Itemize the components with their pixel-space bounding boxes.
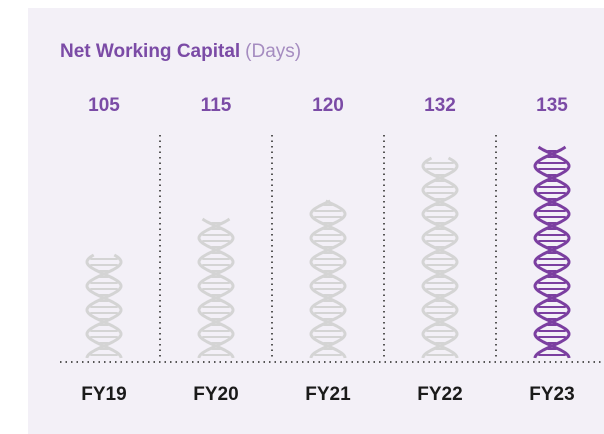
x-tick-label: FY23 <box>529 384 574 405</box>
strand <box>197 217 235 359</box>
dna-icon <box>309 199 347 359</box>
dna-icon <box>197 217 235 359</box>
strand <box>421 156 459 359</box>
value-label: 120 <box>312 95 344 116</box>
dna-icon <box>421 156 459 359</box>
dna-icon <box>533 145 571 359</box>
strand <box>309 199 347 359</box>
x-tick-label: FY21 <box>305 384 351 405</box>
x-tick-label: FY22 <box>417 384 462 405</box>
value-label: 105 <box>88 95 120 116</box>
strand <box>533 145 571 359</box>
strand <box>533 145 571 359</box>
value-label: 135 <box>536 95 568 116</box>
strand <box>85 253 123 359</box>
title: Net Working Capital <box>60 41 240 62</box>
strand <box>197 217 235 359</box>
value-label: 115 <box>201 95 232 116</box>
subtitle: (Days) <box>245 41 301 62</box>
chart-title: Net Working Capital (Days) <box>60 41 301 62</box>
strand <box>309 199 347 359</box>
x-tick-label: FY19 <box>81 384 126 405</box>
x-tick-label: FY20 <box>193 384 238 405</box>
dna-icon <box>85 253 123 359</box>
value-label: 132 <box>424 95 456 116</box>
strand <box>85 253 123 359</box>
strand <box>421 156 459 359</box>
